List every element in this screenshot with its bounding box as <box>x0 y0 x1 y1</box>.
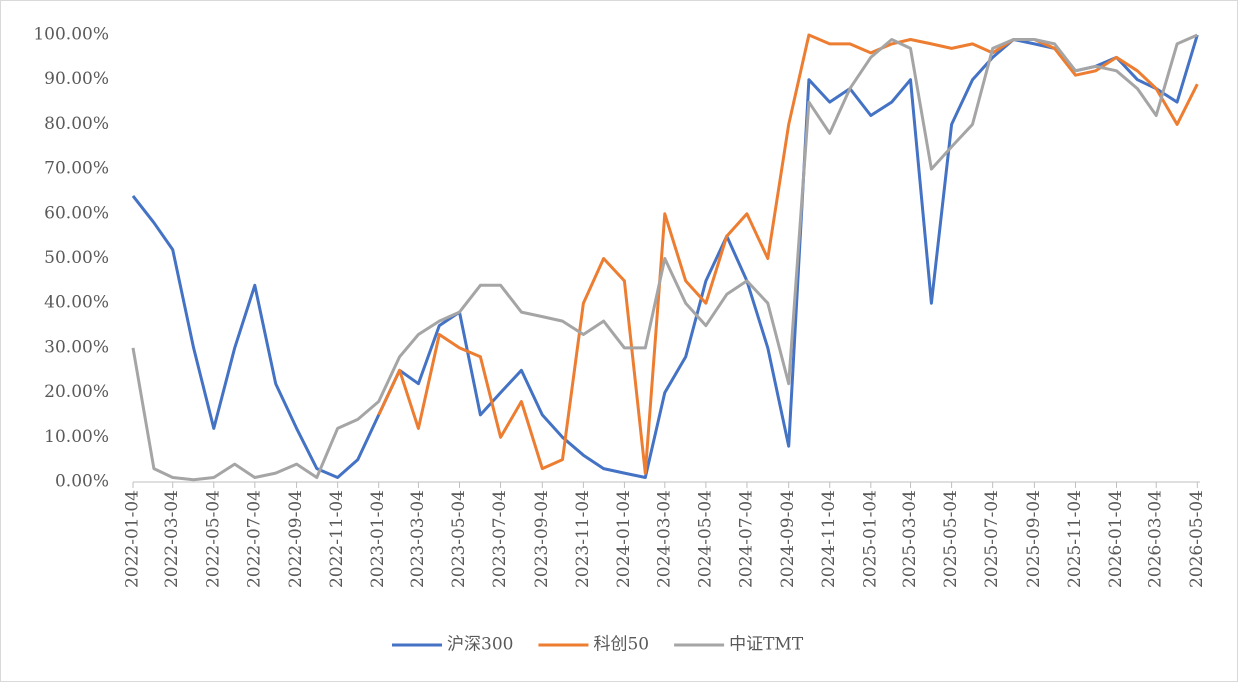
x-tick-label: 2023-05-04 <box>449 490 469 588</box>
x-tick-label: 2022-11-04 <box>327 490 347 588</box>
y-tick-label: 80.00% <box>44 114 109 134</box>
legend-label: 科创50 <box>593 635 649 655</box>
series-line <box>131 33 1198 482</box>
x-tick-label: 2026-01-04 <box>1106 490 1126 588</box>
x-tick-label: 2024-09-04 <box>778 490 798 588</box>
x-tick-label: 2026-05-04 <box>1187 490 1207 588</box>
x-tick-label: 2024-01-04 <box>614 490 634 588</box>
y-tick-label: 10.00% <box>44 427 109 447</box>
x-tick-label: 2024-03-04 <box>654 490 674 588</box>
x-tick-label: 2024-05-04 <box>695 490 715 588</box>
x-tick-label: 2023-07-04 <box>490 490 510 588</box>
y-tick-label: 20.00% <box>44 382 109 402</box>
y-tick-label: 100.00% <box>33 25 109 45</box>
x-tick-label: 2022-05-04 <box>203 490 223 588</box>
x-tick-label: 2023-03-04 <box>408 490 428 588</box>
y-tick-label: 30.00% <box>44 337 109 357</box>
series-line <box>377 33 1199 475</box>
legend-label: 沪深300 <box>447 635 513 655</box>
y-tick-label: 40.00% <box>44 293 109 313</box>
y-tick-label: 0.00% <box>55 472 109 492</box>
x-tick-label: 2025-11-04 <box>1065 490 1085 588</box>
x-tick-label: 2026-03-04 <box>1146 490 1166 588</box>
x-tick-label: 2022-07-04 <box>244 490 264 588</box>
x-tick-label: 2022-03-04 <box>162 490 182 588</box>
x-tick-label: 2025-01-04 <box>860 490 880 588</box>
x-tick-label: 2025-09-04 <box>1024 490 1044 588</box>
x-tick-label: 2022-01-04 <box>123 490 143 588</box>
x-tick-label: 2024-07-04 <box>736 490 756 588</box>
x-tick-label: 2025-03-04 <box>900 490 920 588</box>
x-tick-label: 2023-11-04 <box>573 490 593 588</box>
x-tick-label: 2025-07-04 <box>982 490 1002 588</box>
legend-label: 中证TMT <box>729 635 804 655</box>
x-tick-label: 2022-09-04 <box>286 490 306 588</box>
x-tick-label: 2024-11-04 <box>819 490 839 588</box>
y-tick-label: 60.00% <box>44 203 109 223</box>
y-tick-label: 50.00% <box>44 248 109 268</box>
x-tick-label: 2025-05-04 <box>941 490 961 588</box>
y-tick-label: 90.00% <box>44 69 109 89</box>
x-tick-label: 2023-01-04 <box>368 490 388 588</box>
x-tick-label: 2023-09-04 <box>532 490 552 588</box>
y-tick-label: 70.00% <box>44 159 109 179</box>
